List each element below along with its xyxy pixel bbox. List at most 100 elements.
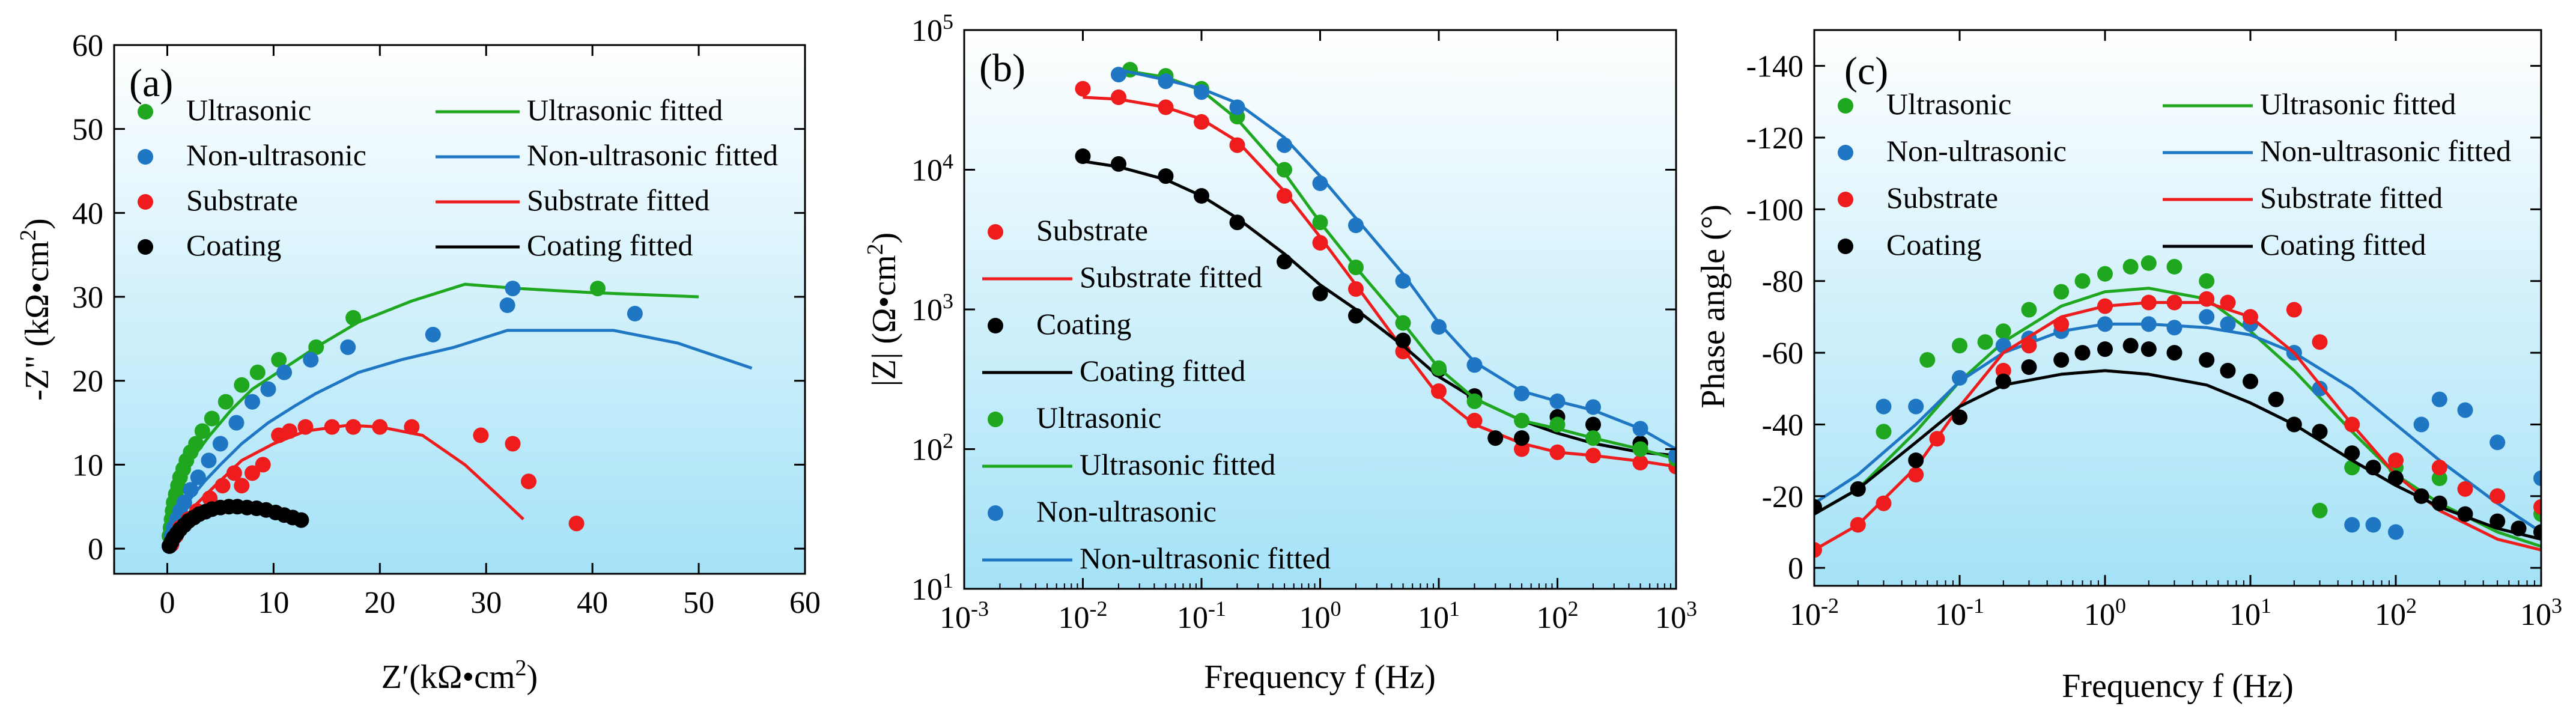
legend-item: Non-ultrasonic fitted (436, 138, 778, 172)
y-tick-label: 0 (88, 532, 103, 567)
legend-marker-swatch (988, 505, 1003, 521)
legend-item: Ultrasonic (988, 401, 1161, 434)
data-point (2457, 481, 2473, 497)
panel-label: (b) (979, 46, 1025, 90)
data-point (1995, 362, 2011, 379)
data-point (245, 394, 260, 410)
series-line-non-ultrasonic-fitted (1814, 322, 2541, 534)
legend-item: Substrate (988, 213, 1148, 247)
data-point (2122, 338, 2139, 354)
legend-label: Coating (1886, 228, 1981, 261)
y-tick-label: 60 (72, 29, 103, 63)
series-line-ultrasonic-fitted (1118, 68, 1676, 461)
legend-label: Ultrasonic fitted (527, 93, 723, 127)
data-point (2140, 341, 2157, 357)
data-point (271, 351, 287, 368)
data-point (2533, 499, 2541, 515)
data-point (499, 297, 515, 313)
legend-marker-swatch (988, 318, 1003, 333)
series-line-substrate-fitted (1083, 96, 1676, 468)
data-point (425, 326, 441, 342)
legend-label: Substrate fitted (2260, 181, 2443, 214)
x-tick-label: 20 (364, 586, 395, 620)
data-point (2220, 294, 2236, 311)
y-tick-label: -60 (1762, 336, 1803, 371)
data-point (1995, 323, 2011, 339)
data-point (2166, 258, 2183, 275)
data-point (1919, 352, 1936, 368)
x-axis-label: Z′(kΩ•cm2) (381, 656, 538, 696)
data-point (2021, 302, 2037, 318)
legend-marker-swatch (1838, 98, 1853, 114)
data-point (2199, 352, 2215, 368)
data-point (2166, 345, 2183, 361)
legend-label: Ultrasonic fitted (2260, 87, 2456, 121)
data-point (2268, 391, 2284, 407)
data-point (2199, 309, 2215, 325)
data-point (1952, 409, 1967, 425)
y-tick-label: 20 (72, 365, 103, 399)
series-line-coating-fitted (166, 505, 301, 550)
legend-marker-swatch (1838, 239, 1853, 254)
data-point (1977, 334, 1993, 350)
x-tick-label: 101 (1418, 597, 1460, 635)
data-point (2021, 359, 2037, 375)
data-point (212, 436, 228, 452)
x-tick-label: 100 (1299, 597, 1341, 635)
data-point (234, 478, 250, 494)
y-tick-label: 102 (911, 429, 953, 467)
data-point (1876, 495, 1892, 511)
series-line-substrate-fitted (166, 424, 524, 550)
x-axis-label: Frequency f (Hz) (2062, 668, 2294, 705)
data-point (1876, 398, 1892, 415)
data-point (1952, 338, 1967, 354)
data-point (1111, 67, 1126, 83)
data-point (1585, 416, 1601, 433)
data-point (2140, 255, 2157, 271)
legend-label: Coating (186, 228, 281, 262)
y-tick-label: 10 (72, 448, 103, 482)
data-point (2021, 338, 2037, 354)
data-point (2220, 362, 2236, 379)
legend-item: Ultrasonic (138, 93, 311, 127)
y-tick-label: 30 (72, 281, 103, 315)
data-point (2053, 352, 2070, 368)
data-point (1514, 430, 1530, 446)
legend-label: Non-ultrasonic fitted (527, 138, 778, 172)
data-point (404, 419, 420, 435)
legend-marker-swatch (138, 104, 153, 120)
legend-label: Non-ultrasonic (1886, 134, 2067, 168)
x-tick-label: 50 (683, 586, 714, 620)
data-point (2431, 460, 2447, 476)
legend-item: Substrate (1838, 181, 1998, 214)
data-point (2388, 452, 2404, 469)
x-tick-label: 103 (1655, 597, 1697, 635)
legend-label: Non-ultrasonic (186, 138, 366, 172)
legend-item: Non-ultrasonic (1838, 134, 2067, 168)
legend-label: Ultrasonic (1886, 87, 2011, 121)
y-tick-label: -120 (1746, 121, 1803, 156)
data-point (1908, 398, 1924, 415)
legend-item: Substrate fitted (982, 260, 1262, 294)
legend-item: Ultrasonic fitted (982, 448, 1275, 481)
series-line-non-ultrasonic-fitted (166, 329, 753, 549)
data-point (568, 516, 585, 532)
x-tick-label: 100 (2084, 594, 2126, 632)
legend-marker-swatch (138, 194, 153, 210)
series-line-non-ultrasonic-fitted (1118, 68, 1676, 451)
data-point (1229, 99, 1245, 115)
y-tick-label: -40 (1762, 408, 1803, 442)
data-point (2489, 488, 2506, 504)
data-point (1952, 370, 1967, 386)
data-point (276, 364, 293, 380)
data-point (293, 512, 309, 528)
y-tick-label: 103 (911, 289, 953, 327)
data-point (2074, 345, 2091, 361)
x-tick-label: 10-2 (1790, 594, 1839, 632)
data-point (2431, 470, 2447, 486)
legend-label: Ultrasonic (186, 93, 311, 127)
data-point (217, 394, 234, 410)
legend-label: Ultrasonic fitted (1080, 448, 1275, 481)
legend-label: Non-ultrasonic fitted (1080, 541, 1331, 575)
legend-item: Ultrasonic (1838, 87, 2011, 121)
